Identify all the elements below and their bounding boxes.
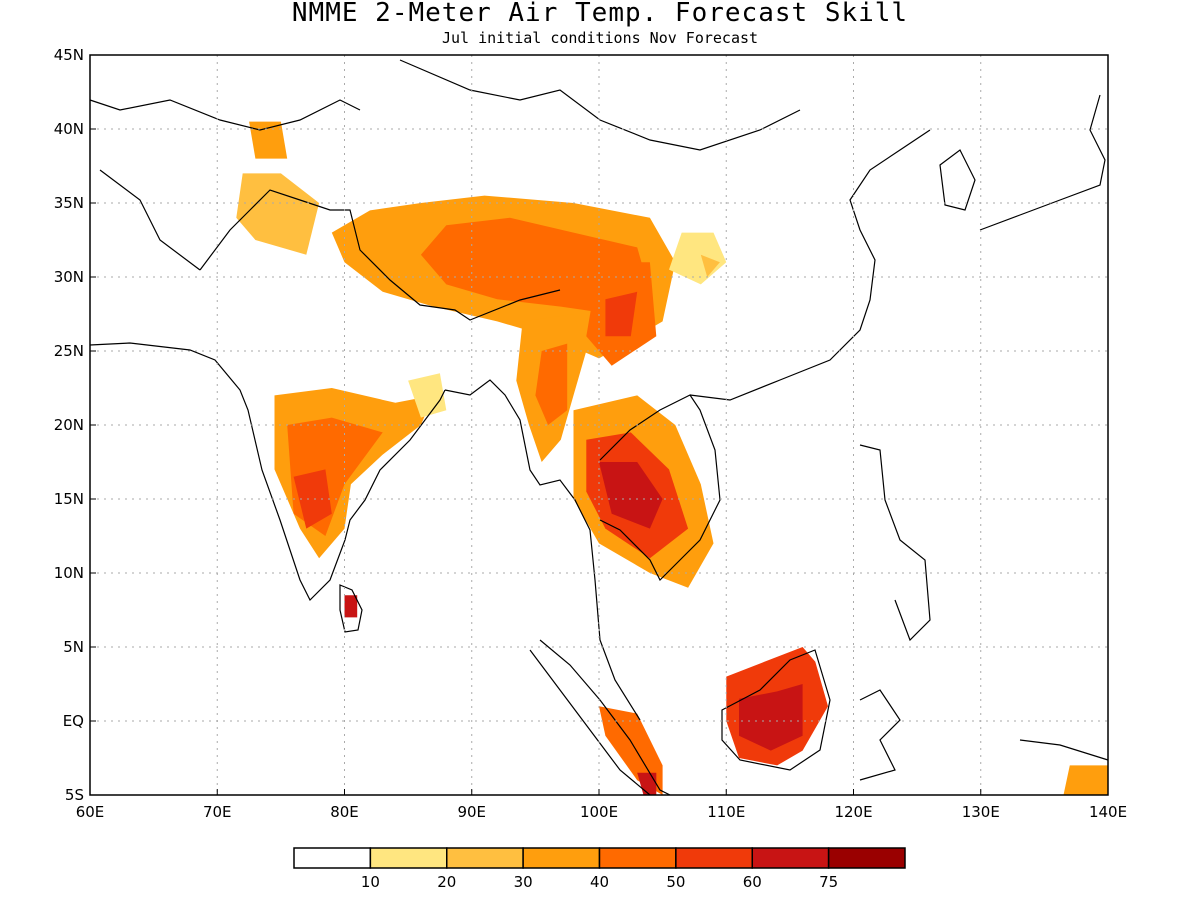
colorbar-swatch [446,847,524,869]
colorbar-label: 50 [666,873,685,891]
lat-lon-grid [90,55,1108,795]
y-tick-label: 35N [54,194,84,212]
skill-region-sichuan-core [605,291,638,337]
colorbar-swatch [751,847,830,869]
y-tick-label: 30N [54,268,84,286]
x-tick-label: 110E [707,803,745,821]
colorbar-label: 75 [819,873,838,891]
skill-region-northwest-india [236,173,320,255]
skill-region-indochina-core [599,462,663,529]
y-tick-label: 20N [54,416,84,434]
skill-region-tibet-core [420,217,650,314]
y-tick-label: 25N [54,342,84,360]
coastlines [89,59,1109,796]
skill-region-sumatra-core [637,772,657,795]
latitude-ticks: 5S EQ 5N 10N 15N 20N 25N 30N 35N 40N 45N [54,46,96,804]
colorbar-swatch [369,847,448,869]
colorbar-swatch [522,847,601,869]
skill-region-borneo-core [739,684,803,751]
skill-region-india-deccan-core [293,469,332,529]
map-title: NMME 2-Meter Air Temp. Forecast Skill [291,0,909,28]
x-tick-label: 130E [962,803,1000,821]
longitude-ticks: 60E 70E 80E 90E 100E 110E 120E 130E 140E [76,789,1127,821]
colorbar-swatch [675,847,753,869]
skill-region-new-guinea [1063,765,1108,795]
y-tick-label: 5N [63,638,84,656]
skill-region-east-china-core [700,254,720,277]
colorbar: 10 20 30 40 50 60 75 [293,847,906,891]
y-tick-label: 5S [65,786,84,804]
skill-region-sri-lanka [344,595,358,618]
y-tick-label: EQ [63,712,84,730]
y-tick-label: 15N [54,490,84,508]
skill-region-east-china-patch [669,232,727,285]
x-tick-label: 120E [834,803,872,821]
y-tick-label: 40N [54,120,84,138]
colorbar-swatch [827,847,906,869]
x-tick-label: 70E [203,803,232,821]
colorbar-label: 10 [361,873,380,891]
skill-region-myanmar-core [535,343,568,425]
skill-shading [236,121,1108,795]
colorbar-swatch [293,847,372,869]
x-tick-label: 140E [1089,803,1127,821]
colorbar-label: 40 [590,873,609,891]
colorbar-label: 20 [437,873,456,891]
y-tick-label: 10N [54,564,84,582]
map-subtitle: Jul initial conditions Nov Forecast [441,29,759,47]
x-tick-label: 80E [330,803,359,821]
skill-region-kyrgyzstan [249,121,288,159]
x-tick-label: 100E [580,803,618,821]
skill-region-bangladesh-patch [408,373,447,418]
colorbar-label: 30 [514,873,533,891]
x-tick-label: 60E [76,803,105,821]
x-tick-label: 90E [457,803,486,821]
y-tick-label: 45N [54,46,84,64]
colorbar-swatch [598,847,677,869]
colorbar-label: 60 [743,873,762,891]
